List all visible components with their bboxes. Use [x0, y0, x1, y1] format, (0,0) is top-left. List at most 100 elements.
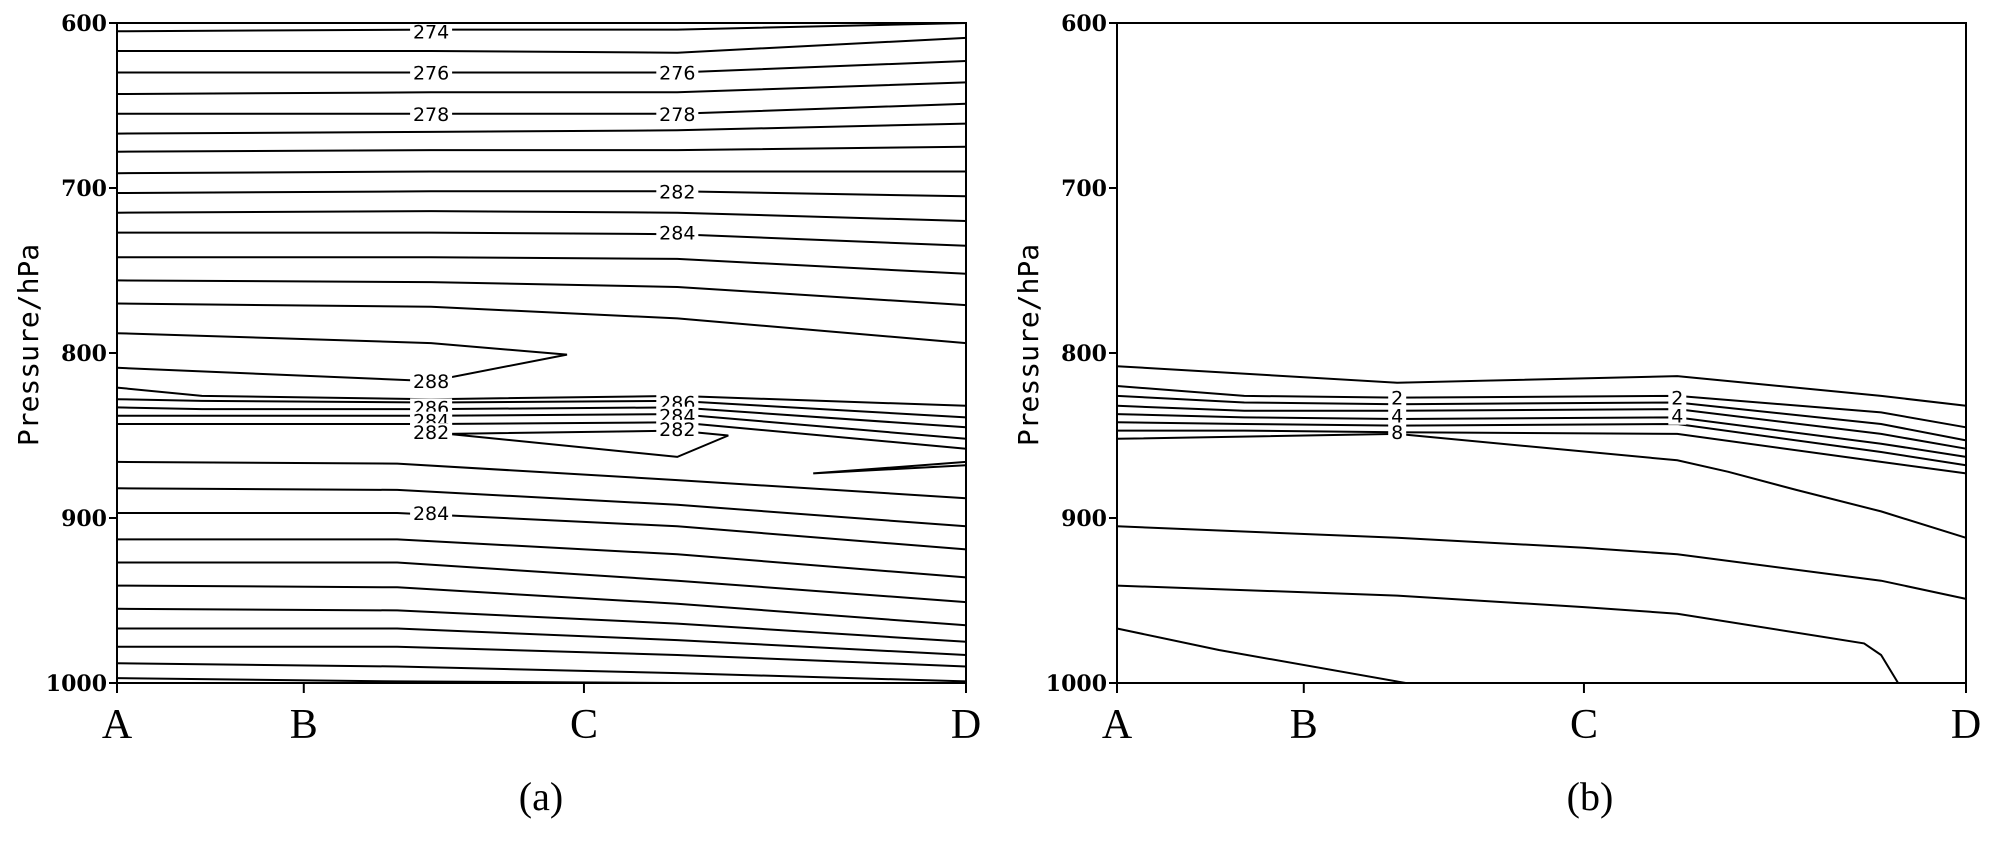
contour-label-bg-a-0	[410, 22, 453, 41]
contour-line-a-13	[116, 302, 967, 345]
x-tick-label-a-1: B	[290, 702, 318, 748]
y-tick-label-a-1: 700	[61, 176, 107, 202]
contour-line-a-19	[117, 421, 967, 450]
contour-line-a-10	[117, 231, 967, 247]
contour-label-bg-b-0	[1388, 388, 1407, 407]
x-ticks-b: A B C D	[1102, 683, 1981, 748]
y-tick-label-b-1: 700	[1061, 176, 1107, 202]
y-tick-label-a-2: 800	[61, 341, 107, 367]
contour-line-a-0	[116, 22, 967, 33]
panel-label-a: (a)	[519, 774, 563, 819]
contour-label-a-5: 282	[659, 181, 695, 203]
contour-line-a-26	[117, 561, 967, 604]
y-tick-label-b-3: 900	[1061, 506, 1107, 532]
contour-line-a-4	[117, 102, 967, 115]
contour-label-bg-a-6	[656, 223, 699, 242]
contour-lines-a	[116, 22, 967, 684]
contour-label-a-1: 276	[413, 63, 449, 85]
contour-label-a-6: 284	[659, 223, 695, 245]
x-tick-label-b-1: B	[1290, 702, 1318, 748]
contour-label-bg-b-2	[1388, 423, 1407, 442]
contour-line-b-5	[1116, 421, 1967, 467]
contour-line-a-15	[116, 386, 967, 407]
contour-line-a-31	[116, 662, 967, 683]
x-ticks-a: A B C D	[102, 683, 981, 748]
panel-label-b: (b)	[1567, 774, 1614, 819]
contour-label-bg-a-13	[656, 419, 699, 438]
contour-line-b-8	[1116, 525, 1967, 600]
y-tick-label-a-3: 900	[61, 506, 107, 532]
contour-line-b-10	[1116, 627, 1406, 684]
contour-label-a-4: 278	[659, 104, 695, 126]
contour-label-b-4: 4	[1671, 406, 1683, 428]
contour-label-bg-b-4	[1668, 406, 1687, 425]
contour-line-a-27	[116, 584, 967, 627]
contour-label-a-7: 288	[413, 371, 449, 393]
contour-line-a-30	[117, 645, 967, 668]
contour-label-bg-a-3	[410, 104, 453, 123]
contour-label-b-1: 4	[1391, 406, 1403, 428]
contour-label-bg-a-2	[656, 63, 699, 82]
contour-line-a-25	[117, 538, 967, 579]
y-ticks-b: 600 700 800 900 1000	[1046, 11, 1117, 697]
contour-line-a-1	[117, 36, 967, 54]
contour-label-a-13: 282	[659, 419, 695, 441]
contour-line-b-9	[1116, 584, 1899, 684]
contour-label-bg-b-1	[1388, 406, 1407, 425]
contour-line-a-28	[116, 607, 967, 643]
contour-label-b-3: 2	[1671, 388, 1683, 410]
x-tick-label-a-2: C	[570, 702, 598, 748]
contour-label-b-2: 8	[1391, 422, 1403, 444]
contour-line-a-24	[117, 512, 967, 551]
contour-line-a-6	[116, 145, 967, 153]
contour-line-a-2	[117, 60, 967, 74]
contour-label-a-10: 282	[413, 422, 449, 444]
contour-line-b-0	[1116, 365, 1967, 407]
x-tick-label-b-3: D	[1951, 702, 1981, 748]
contour-label-a-14: 284	[413, 503, 449, 525]
contour-line-a-14	[116, 332, 568, 383]
y-tick-label-b-4: 1000	[1046, 671, 1107, 697]
y-axis-label-a: Pressure/hPa	[12, 244, 45, 446]
y-tick-label-b-2: 800	[1061, 341, 1107, 367]
contour-label-bg-a-14	[410, 504, 453, 522]
contour-line-a-12	[116, 279, 967, 307]
contour-label-bg-a-4	[656, 104, 699, 123]
contour-lines-b	[1116, 365, 1967, 684]
contour-line-b-6	[1117, 429, 1967, 475]
contour-line-b-3	[1116, 404, 1967, 450]
contour-line-a-22	[116, 460, 967, 500]
contour-label-bg-a-1	[410, 63, 453, 82]
contour-label-a-0: 274	[413, 21, 449, 43]
y-tick-label-a-4: 1000	[46, 671, 107, 697]
contour-label-bg-a-10	[410, 423, 453, 442]
y-axis-label-b: Pressure/hPa	[1012, 244, 1045, 446]
x-tick-label-b-2: C	[1570, 702, 1598, 748]
contour-line-a-23	[116, 487, 967, 528]
y-tick-label-b-0: 600	[1061, 11, 1107, 37]
contour-line-a-5	[116, 122, 967, 135]
contour-label-bg-b-3	[1668, 388, 1687, 407]
contour-line-b-4	[1116, 413, 1967, 458]
contour-line-a-3	[116, 81, 967, 95]
contour-line-a-20	[448, 429, 729, 458]
y-tick-label-a-0: 600	[61, 11, 107, 37]
x-tick-label-b-0: A	[1102, 702, 1133, 748]
contour-line-a-9	[116, 210, 967, 222]
contour-label-a-3: 278	[413, 104, 449, 126]
y-ticks-a: 600 700 800 900 1000	[46, 11, 117, 697]
contour-label-a-2: 276	[659, 63, 695, 85]
contour-line-b-7	[1116, 432, 1967, 539]
plot-frame-b	[1116, 22, 1967, 684]
contour-label-bg-a-7	[410, 372, 453, 391]
contour-label-b-0: 2	[1391, 388, 1403, 410]
contour-line-b-1	[1116, 385, 1967, 429]
x-tick-label-a-0: A	[102, 702, 133, 748]
contour-line-a-7	[116, 170, 966, 175]
contour-line-a-8	[116, 190, 967, 198]
